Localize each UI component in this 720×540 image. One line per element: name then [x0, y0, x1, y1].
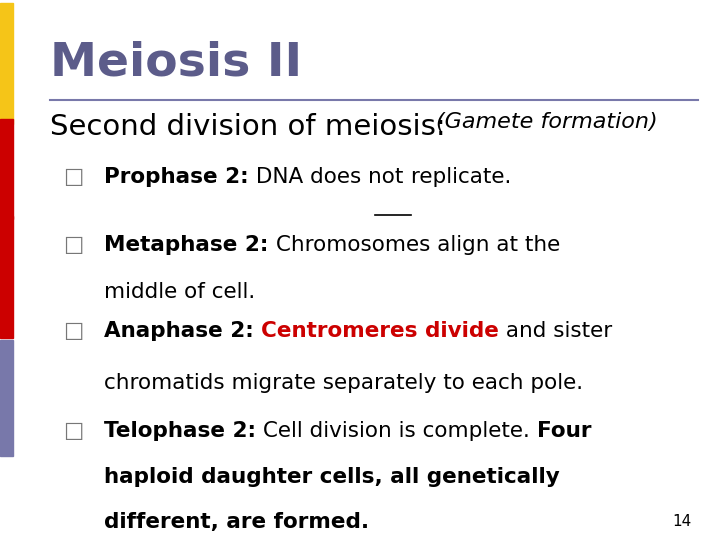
- Text: not: not: [368, 167, 403, 187]
- Text: chromatids migrate separately to each pole.: chromatids migrate separately to each po…: [104, 373, 583, 393]
- Text: Cell division is complete.: Cell division is complete.: [256, 421, 537, 441]
- Text: Prophase 2:: Prophase 2:: [104, 167, 249, 187]
- Text: □: □: [63, 421, 84, 441]
- Text: Telophase 2:: Telophase 2:: [104, 421, 256, 441]
- Text: different, are formed.: different, are formed.: [104, 512, 369, 532]
- Text: DNA does: DNA does: [249, 167, 368, 187]
- Text: haploid daughter cells, all genetically: haploid daughter cells, all genetically: [104, 467, 560, 487]
- Text: Metaphase 2:: Metaphase 2:: [104, 235, 269, 255]
- Bar: [0, 119, 13, 219]
- Text: replicate.: replicate.: [403, 167, 511, 187]
- Text: □: □: [63, 321, 84, 341]
- Text: Anaphase 2:: Anaphase 2:: [104, 321, 254, 341]
- Bar: [0, 3, 13, 124]
- Text: Four: Four: [537, 421, 592, 441]
- Text: 14: 14: [672, 514, 691, 529]
- Bar: [0, 216, 13, 338]
- Text: Second division of meiosis:: Second division of meiosis:: [50, 113, 446, 141]
- Text: Chromosomes align at the: Chromosomes align at the: [269, 235, 560, 255]
- Text: Meiosis II: Meiosis II: [50, 40, 302, 85]
- Text: □: □: [63, 235, 84, 255]
- Text: □: □: [63, 167, 84, 187]
- Text: (Gamete formation): (Gamete formation): [436, 112, 657, 132]
- Text: middle of cell.: middle of cell.: [104, 282, 256, 302]
- Bar: [0, 340, 13, 456]
- Text: Centromeres divide: Centromeres divide: [261, 321, 499, 341]
- Text: and sister: and sister: [499, 321, 612, 341]
